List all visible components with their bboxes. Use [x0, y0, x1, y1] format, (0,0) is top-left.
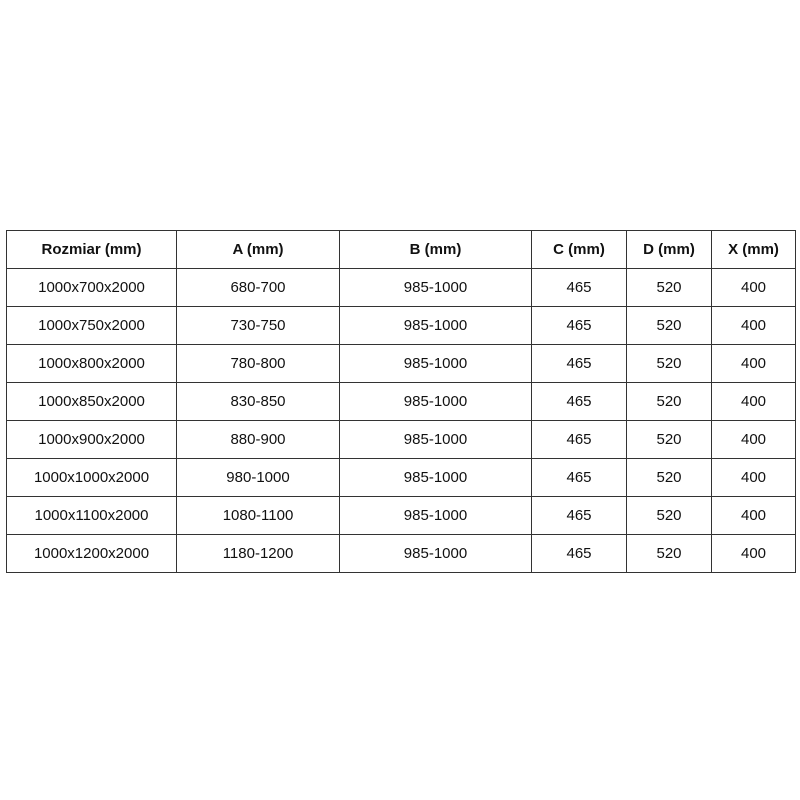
cell-size: 1000x1000x2000	[6, 458, 177, 497]
cell-b: 985-1000	[339, 534, 532, 573]
cell-c: 465	[531, 496, 627, 535]
cell-c: 465	[531, 344, 627, 383]
cell-x: 400	[711, 458, 796, 497]
cell-x: 400	[711, 496, 796, 535]
cell-x: 400	[711, 420, 796, 459]
cell-d: 520	[626, 306, 712, 345]
cell-c: 465	[531, 382, 627, 421]
cell-x: 400	[711, 534, 796, 573]
cell-c: 465	[531, 458, 627, 497]
cell-a: 880-900	[176, 420, 340, 459]
table-row: 1000x1100x2000 1080-1100 985-1000 465 520 400	[6, 496, 796, 535]
cell-x: 400	[711, 268, 796, 307]
cell-d: 520	[626, 496, 712, 535]
table-row: 1000x900x2000 880-900 985-1000 465 520 400	[6, 420, 796, 459]
cell-c: 465	[531, 268, 627, 307]
cell-size: 1000x850x2000	[6, 382, 177, 421]
table-row: 1000x800x2000 780-800 985-1000 465 520 400	[6, 344, 796, 383]
cell-d: 520	[626, 534, 712, 573]
header-a: A (mm)	[176, 230, 340, 269]
cell-b: 985-1000	[339, 344, 532, 383]
header-size: Rozmiar (mm)	[6, 230, 177, 269]
header-b: B (mm)	[339, 230, 532, 269]
cell-size: 1000x1100x2000	[6, 496, 177, 535]
cell-size: 1000x1200x2000	[6, 534, 177, 573]
cell-x: 400	[711, 306, 796, 345]
cell-x: 400	[711, 344, 796, 383]
dimensions-table: Rozmiar (mm) A (mm) B (mm) C (mm) D (mm)…	[6, 230, 796, 573]
cell-b: 985-1000	[339, 458, 532, 497]
cell-x: 400	[711, 382, 796, 421]
cell-a: 730-750	[176, 306, 340, 345]
cell-d: 520	[626, 458, 712, 497]
cell-c: 465	[531, 420, 627, 459]
cell-b: 985-1000	[339, 420, 532, 459]
table-row: 1000x750x2000 730-750 985-1000 465 520 400	[6, 306, 796, 345]
cell-b: 985-1000	[339, 306, 532, 345]
cell-a: 1180-1200	[176, 534, 340, 573]
cell-d: 520	[626, 344, 712, 383]
cell-d: 520	[626, 382, 712, 421]
cell-a: 680-700	[176, 268, 340, 307]
table-row: 1000x700x2000 680-700 985-1000 465 520 400	[6, 268, 796, 307]
cell-b: 985-1000	[339, 268, 532, 307]
header-x: X (mm)	[711, 230, 796, 269]
cell-b: 985-1000	[339, 382, 532, 421]
header-c: C (mm)	[531, 230, 627, 269]
table-row: 1000x1000x2000 980-1000 985-1000 465 520 400	[6, 458, 796, 497]
table-row: 1000x850x2000 830-850 985-1000 465 520 400	[6, 382, 796, 421]
cell-size: 1000x800x2000	[6, 344, 177, 383]
cell-a: 830-850	[176, 382, 340, 421]
cell-a: 980-1000	[176, 458, 340, 497]
header-d: D (mm)	[626, 230, 712, 269]
header-row: Rozmiar (mm) A (mm) B (mm) C (mm) D (mm)…	[6, 230, 796, 269]
cell-a: 1080-1100	[176, 496, 340, 535]
cell-c: 465	[531, 306, 627, 345]
cell-d: 520	[626, 268, 712, 307]
cell-size: 1000x900x2000	[6, 420, 177, 459]
table-row: 1000x1200x2000 1180-1200 985-1000 465 520 400	[6, 534, 796, 573]
cell-b: 985-1000	[339, 496, 532, 535]
cell-d: 520	[626, 420, 712, 459]
cell-size: 1000x700x2000	[6, 268, 177, 307]
cell-size: 1000x750x2000	[6, 306, 177, 345]
cell-a: 780-800	[176, 344, 340, 383]
cell-c: 465	[531, 534, 627, 573]
